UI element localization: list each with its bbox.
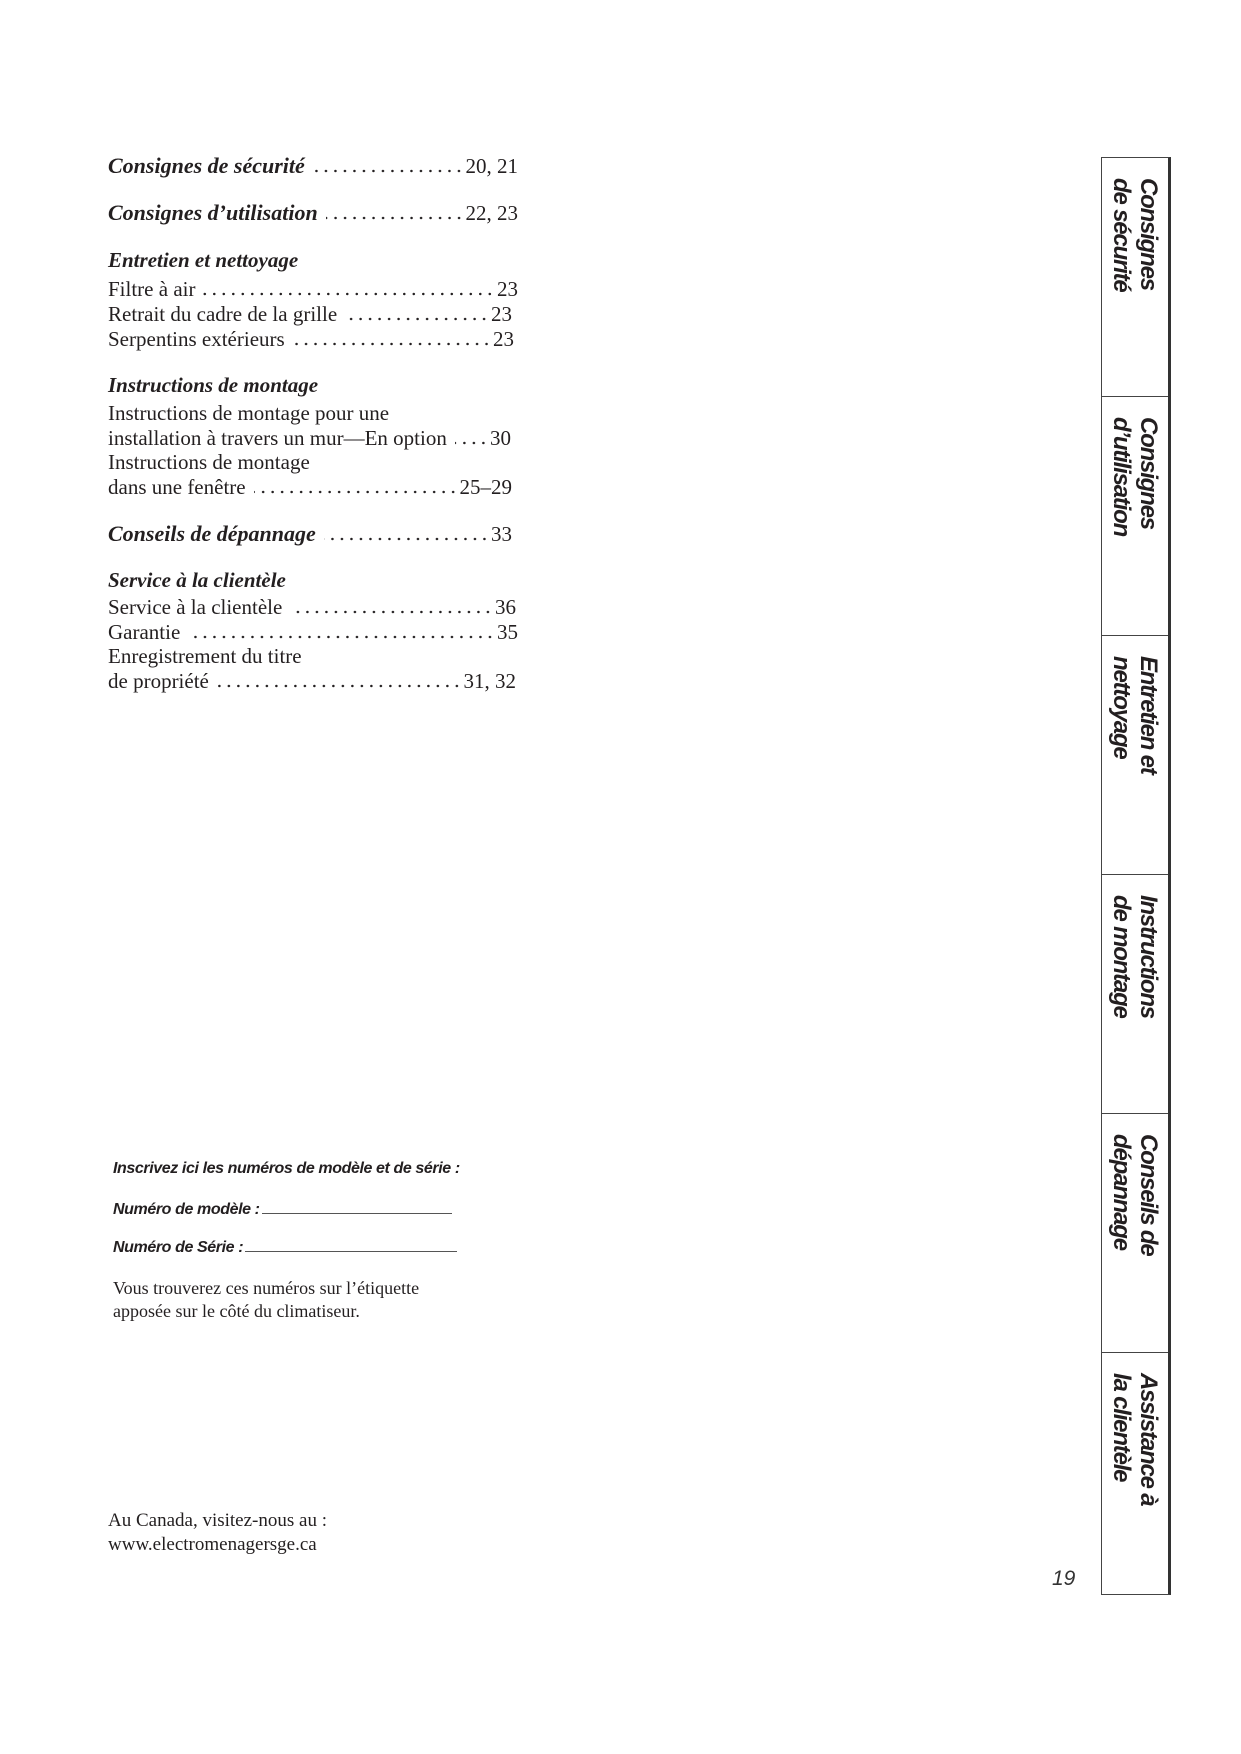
dot-leader: [292, 342, 491, 346]
toc-text: Instructions de montage pour une: [108, 401, 390, 425]
toc-heading-service: Service à la clientèle: [108, 568, 286, 592]
form-note-line: Vous trouverez ces numéros sur l’étiquet…: [113, 1278, 420, 1298]
tab-entretien-nettoyage[interactable]: Entretien et nettoyage: [1102, 636, 1168, 875]
dot-leader: [290, 610, 493, 614]
toc-entry[interactable]: Filtre à air 23: [108, 277, 518, 301]
tab-consignes-utilisation[interactable]: Consignes d’utilisation: [1102, 397, 1168, 636]
toc-entry[interactable]: Service à la clientèle 36: [108, 595, 516, 619]
dot-leader: [253, 490, 458, 494]
toc-entry-securite[interactable]: Consignes de sécurité 20, 21: [108, 153, 518, 178]
serial-number-row: Numéro de Série :: [113, 1237, 458, 1257]
toc-entry[interactable]: Retrait du cadre de la grille 23: [108, 302, 512, 326]
dot-leader: [323, 537, 489, 541]
toc-text: Instructions de montage: [108, 450, 310, 474]
dot-leader: [312, 169, 464, 173]
dot-leader: [345, 317, 489, 321]
toc-entry[interactable]: de propriété 31, 32: [108, 669, 516, 693]
toc-heading-montage: Instructions de montage: [108, 373, 319, 397]
dot-leader: [203, 292, 495, 296]
toc-entry-depannage[interactable]: Conseils de dépannage 33: [108, 521, 512, 546]
toc-entry[interactable]: Serpentins extérieurs 23: [108, 327, 514, 351]
tab-instructions-montage[interactable]: Instructions de montage: [1102, 875, 1168, 1114]
form-heading: Inscrivez ici les numéros de modèle et d…: [113, 1160, 460, 1177]
canada-url[interactable]: www.electromenagersge.ca: [108, 1534, 317, 1555]
dot-leader: [216, 684, 462, 688]
page-number: 19: [1052, 1567, 1076, 1590]
toc-entry-utilisation[interactable]: Consignes d’utilisation 22, 23: [108, 200, 518, 225]
tab-assistance-clientele[interactable]: Assistance à la clientèle: [1108, 1373, 1162, 1506]
model-number-row: Numéro de modèle :: [113, 1199, 452, 1219]
section-tabs: Consignes de sécurité Consignes d’utilis…: [1101, 157, 1171, 1595]
canada-text: Au Canada, visitez-nous au :: [108, 1510, 327, 1531]
tab-conseils-depannage[interactable]: Conseils de dépannage: [1102, 1114, 1168, 1353]
toc-text: Enregistrement du titre: [108, 644, 302, 668]
serial-number-field[interactable]: [245, 1237, 458, 1252]
tab-consignes-securite[interactable]: Consignes de sécurité: [1102, 158, 1168, 397]
toc-entry[interactable]: dans une fenêtre 25–29: [108, 475, 512, 499]
model-number-label: Numéro de modèle :: [113, 1201, 260, 1218]
dot-leader: [188, 635, 495, 639]
toc-heading-entretien: Entretien et nettoyage: [108, 248, 299, 272]
toc-entry[interactable]: installation à travers un mur—En option 3…: [108, 426, 511, 450]
serial-number-label: Numéro de Série :: [113, 1239, 244, 1256]
dot-leader: [454, 441, 488, 445]
form-note-line: apposée sur le côté du climatiseur.: [113, 1301, 360, 1321]
model-number-field[interactable]: [261, 1199, 452, 1214]
toc-entry[interactable]: Garantie 35: [108, 620, 518, 644]
dot-leader: [325, 216, 464, 220]
